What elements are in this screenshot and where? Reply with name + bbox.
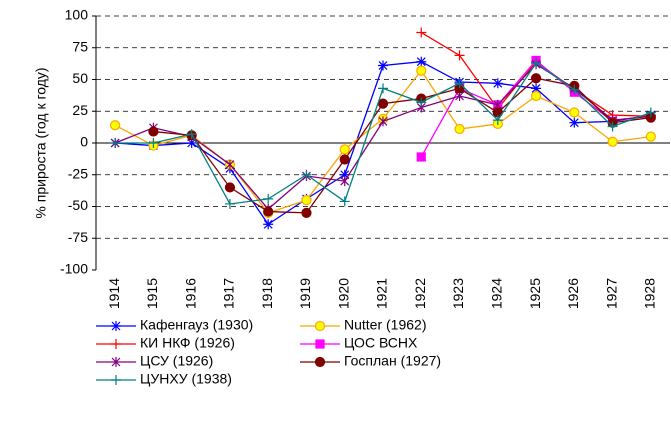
- y-tick-label: -50: [68, 197, 88, 213]
- series-line: [420, 59, 613, 158]
- marker: [569, 107, 580, 118]
- series-line: [153, 77, 651, 214]
- x-tick-label: 1922: [412, 278, 428, 309]
- marker: [110, 120, 121, 131]
- marker: [607, 121, 618, 132]
- y-tick-label: 50: [72, 70, 88, 86]
- x-tick-label: 1928: [642, 278, 658, 309]
- y-tick-label: -100: [60, 261, 88, 277]
- marker: [225, 159, 235, 170]
- marker: [645, 131, 656, 142]
- marker: [111, 375, 121, 385]
- marker: [378, 83, 388, 94]
- legend-label: ЦСУ (1926): [140, 353, 213, 369]
- marker: [111, 357, 121, 367]
- marker: [569, 84, 580, 95]
- marker: [148, 126, 159, 137]
- marker: [645, 107, 656, 118]
- marker: [148, 138, 159, 148]
- legend-label: ЦУНХУ (1938): [140, 371, 232, 387]
- marker: [569, 117, 580, 128]
- marker: [454, 123, 465, 135]
- marker: [314, 320, 326, 332]
- marker: [301, 207, 312, 218]
- marker: [530, 90, 542, 102]
- x-tick-label: 1916: [182, 278, 198, 309]
- marker: [607, 136, 618, 147]
- legend-label: Кафенгауз (1930): [140, 317, 253, 333]
- x-tick-label: 1918: [259, 278, 275, 309]
- marker: [378, 116, 388, 127]
- marker: [530, 73, 542, 84]
- y-axis-label: % прироста (год к году): [33, 67, 49, 218]
- x-tick-label: 1927: [603, 278, 619, 309]
- marker: [111, 321, 121, 331]
- marker: [492, 115, 503, 126]
- marker: [531, 57, 542, 68]
- y-tick-label: 0: [80, 134, 88, 150]
- marker: [186, 138, 197, 148]
- marker: [531, 83, 542, 94]
- marker: [492, 78, 503, 89]
- marker: [263, 206, 274, 217]
- x-tick-label: 1920: [335, 278, 351, 309]
- marker: [263, 219, 274, 230]
- marker: [416, 152, 426, 162]
- marker: [416, 97, 427, 108]
- y-tick-label: -25: [68, 165, 88, 181]
- marker: [416, 27, 427, 38]
- marker: [454, 50, 465, 61]
- marker: [454, 78, 465, 89]
- x-tick-label: 1925: [527, 278, 543, 309]
- marker: [339, 169, 350, 180]
- marker: [378, 60, 388, 71]
- legend-label: Госплан (1927): [344, 353, 441, 369]
- marker: [301, 169, 312, 180]
- x-tick-label: 1915: [144, 278, 160, 309]
- x-tick-label: 1917: [221, 278, 237, 309]
- marker: [315, 339, 325, 349]
- legend-label: ЦОС ВСНХ: [344, 335, 418, 351]
- x-tick-label: 1924: [489, 278, 505, 309]
- marker: [301, 195, 312, 206]
- legend-label: КИ НКФ (1926): [140, 335, 235, 351]
- legend-label: Nutter (1962): [344, 317, 426, 333]
- y-tick-label: 100: [65, 7, 89, 23]
- x-tick-label: 1926: [565, 278, 581, 309]
- marker: [314, 356, 326, 368]
- x-tick-label: 1923: [450, 278, 466, 309]
- y-tick-label: 25: [72, 102, 88, 118]
- marker: [416, 56, 427, 67]
- marker: [224, 182, 236, 193]
- marker: [340, 176, 350, 187]
- marker: [224, 198, 235, 209]
- x-tick-label: 1919: [297, 278, 313, 309]
- marker: [339, 144, 350, 155]
- y-tick-label: -75: [68, 229, 88, 245]
- y-tick-label: 75: [72, 38, 88, 54]
- marker: [416, 65, 427, 76]
- marker: [110, 138, 121, 148]
- marker: [186, 129, 197, 140]
- marker: [263, 193, 274, 204]
- marker: [339, 196, 350, 207]
- marker: [339, 154, 350, 165]
- marker: [377, 98, 389, 109]
- x-tick-label: 1914: [106, 278, 122, 309]
- marker: [111, 339, 121, 349]
- x-tick-label: 1921: [374, 278, 390, 309]
